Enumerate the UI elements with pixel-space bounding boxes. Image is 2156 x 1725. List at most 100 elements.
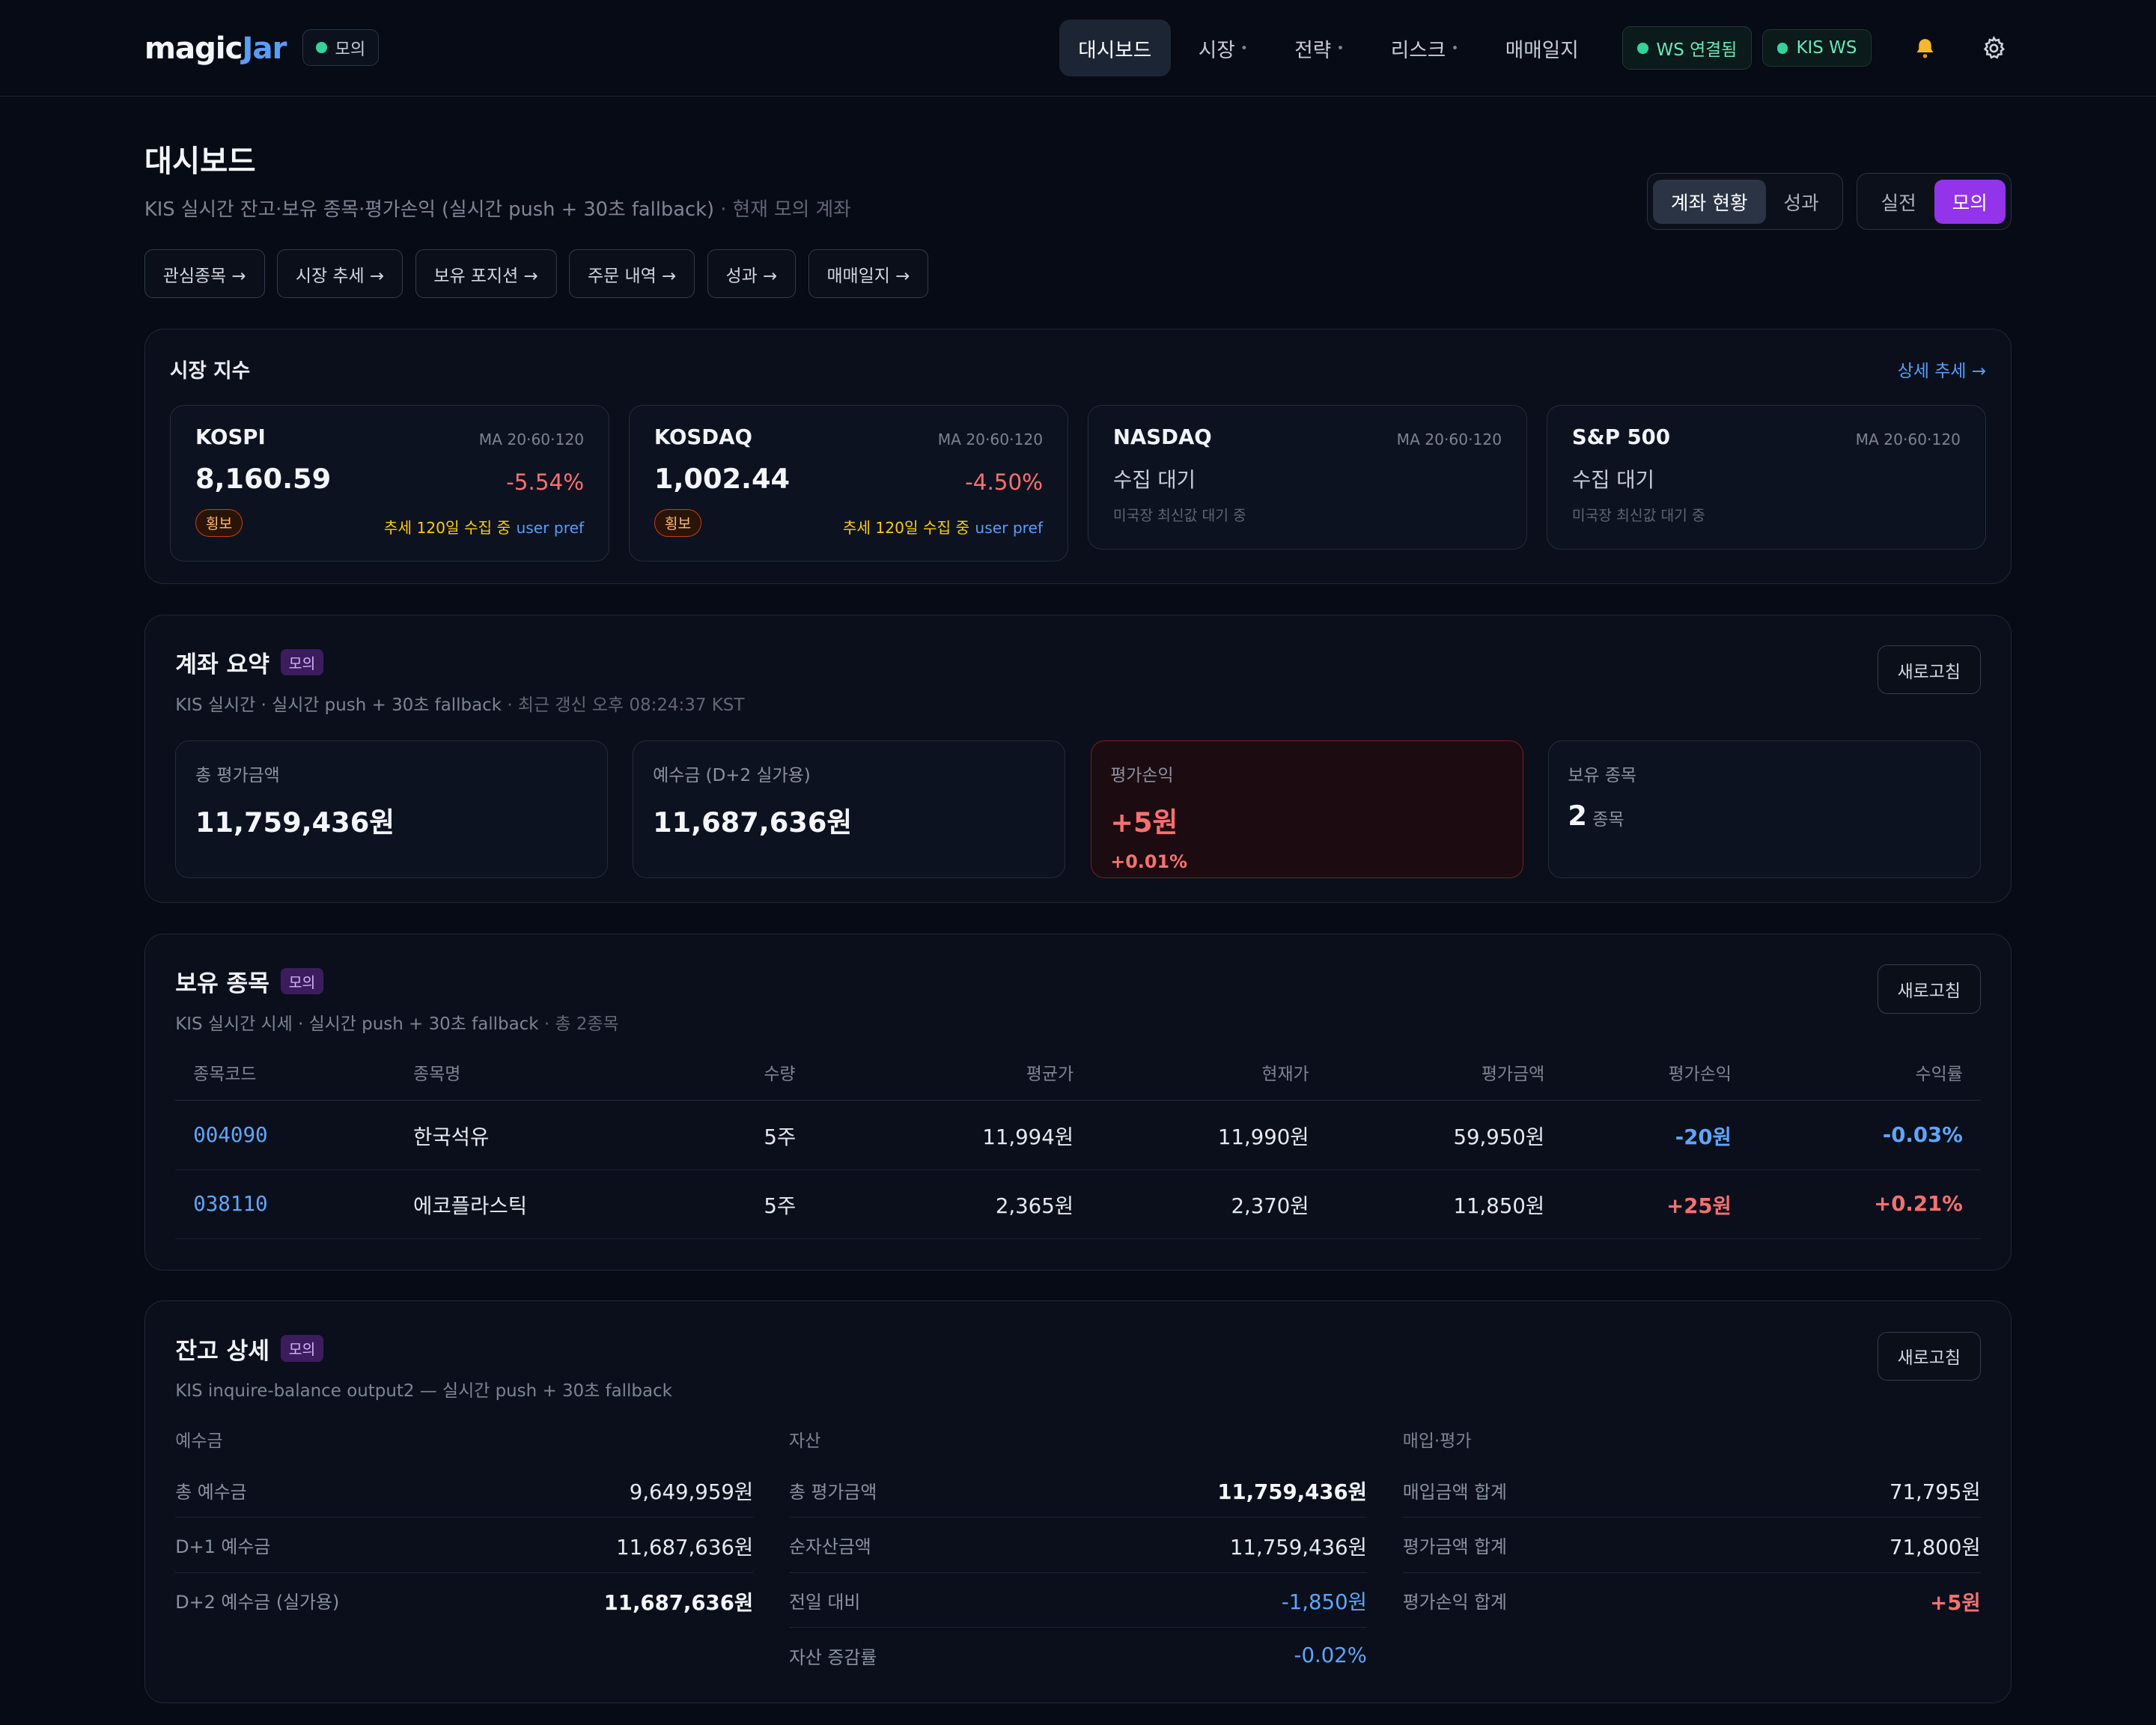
chevron-down-icon: • <box>1240 40 1248 55</box>
top-nav: magicJar 모의 대시보드 시장 • 전략 • 리스크 • 매매일지 WS 연결… <box>0 0 2156 97</box>
holdings-card: 보유 종목 모의 KIS 실시간 시세 · 실시간 push + 30초 fal… <box>144 933 2012 1271</box>
nav-item-dashboard[interactable]: 대시보드 <box>1059 19 1171 77</box>
trend-status: 추세 120일 수집 중 user pref <box>842 519 1044 538</box>
app-logo[interactable]: magicJar <box>144 29 287 66</box>
stock-name: 한국석유 <box>395 1100 746 1170</box>
current-price: 2,370원 <box>1091 1169 1327 1239</box>
stat-total-value: 총 평가금액 11,759,436원 <box>175 740 609 878</box>
column-header[interactable]: 수익률 <box>1749 1059 1981 1101</box>
quick-links: 관심종목 → 시장 추세 → 보유 포지션 → 주문 내역 → 성과 → 매매일… <box>144 249 2012 299</box>
section-subtitle: KIS inquire-balance output2 — 실시간 push +… <box>175 1381 672 1402</box>
table-row[interactable]: 038110 에코플라스틱 5주 2,365원 2,370원 11,850원 +… <box>175 1169 1981 1239</box>
trend-status: 추세 120일 수집 중 user pref <box>383 519 585 538</box>
nav-item-journal[interactable]: 매매일지 <box>1505 38 1579 62</box>
tab-performance[interactable]: 성과 <box>1783 192 1819 215</box>
mode-live-button[interactable]: 실전 <box>1881 192 1916 215</box>
holdings-table: 종목코드 종목명 수량 평균가 현재가 평가금액 평가손익 수익률 004090… <box>175 1059 1981 1239</box>
quick-link-performance[interactable]: 성과 → <box>707 249 797 299</box>
balance-row: D+2 예수금 (실가용) 11,687,636원 <box>175 1590 754 1615</box>
return-rate: -0.03% <box>1749 1100 1981 1170</box>
kis-ws-badge[interactable]: KIS WS <box>1762 29 1872 67</box>
quick-link-journal[interactable]: 매매일지 → <box>808 249 929 299</box>
column-header[interactable]: 수량 <box>746 1059 856 1101</box>
index-card-nasdaq[interactable]: NASDAQ MA 20·60·120 수집 대기 미국장 최신값 대기 중 <box>1087 405 1528 550</box>
balance-row: 전일 대비 -1,850원 <box>788 1573 1367 1628</box>
page-title: 대시보드 <box>144 142 256 179</box>
column-header[interactable]: 평균가 <box>856 1059 1091 1101</box>
header-toggles: 계좌 현황 성과 실전 모의 <box>1646 173 2012 231</box>
balance-group-deposit: 예수금 총 예수금 9,649,959원 D+1 예수금 11,687,636원 D… <box>175 1426 754 1683</box>
market-value: 11,850원 <box>1327 1169 1563 1239</box>
index-grid: KOSPI MA 20·60·120 8,160.59 -5.54% 횡보 추세… <box>169 405 1987 562</box>
index-name: S&P 500 <box>1571 425 1670 449</box>
status-dot-icon <box>315 42 327 54</box>
summary-grid: 총 평가금액 11,759,436원 예수금 (D+2 실가용) 11,687,… <box>175 740 1981 878</box>
mode-badge: 모의 <box>302 29 379 67</box>
section-subtitle: KIS 실시간 · 실시간 push + 30초 fallback · 최근 갱… <box>175 695 745 715</box>
index-note: 미국장 최신값 대기 중 <box>1571 506 1705 524</box>
return-rate: +0.21% <box>1749 1169 1981 1239</box>
index-note: 미국장 최신값 대기 중 <box>1112 506 1246 524</box>
balance-group-purchase: 매입·평가 매입금액 합계 71,795원 평가금액 합계 71,800원 평가손익… <box>1402 1426 1981 1683</box>
stock-code-link[interactable]: 004090 <box>175 1100 396 1170</box>
index-ma-label: MA 20·60·120 <box>1396 431 1502 449</box>
refresh-button[interactable]: 새로고침 <box>1877 964 1981 1014</box>
index-ma-label: MA 20·60·120 <box>1855 431 1961 449</box>
section-title: 계좌 요약 <box>175 651 270 679</box>
index-change: -5.54% <box>506 469 585 495</box>
ws-status-badge[interactable]: WS 연결됨 <box>1622 26 1752 70</box>
section-title: 잔고 상세 <box>175 1337 270 1365</box>
refresh-button[interactable]: 새로고침 <box>1877 1331 1981 1381</box>
gear-icon[interactable] <box>1976 30 2012 66</box>
balance-grid: 예수금 총 예수금 9,649,959원 D+1 예수금 11,687,636원 D… <box>175 1426 1981 1683</box>
nav-item-risk[interactable]: 리스크 • <box>1390 38 1459 62</box>
stat-deposit: 예수금 (D+2 실가용) 11,687,636원 <box>633 740 1066 878</box>
mode-tag: 모의 <box>280 1335 324 1362</box>
detail-trend-link[interactable]: 상세 추세 → <box>1897 362 1987 382</box>
balance-row: 매입금액 합계 71,795원 <box>1402 1463 1981 1518</box>
quantity: 5주 <box>746 1169 856 1239</box>
index-name: KOSDAQ <box>654 425 752 449</box>
tab-account-status[interactable]: 계좌 현황 <box>1653 179 1766 224</box>
column-header[interactable]: 평가금액 <box>1327 1059 1563 1101</box>
quick-link-orders[interactable]: 주문 내역 → <box>569 249 695 299</box>
balance-row: 순자산금액 11,759,436원 <box>788 1518 1367 1573</box>
table-row[interactable]: 004090 한국석유 5주 11,994원 11,990원 59,950원 -… <box>175 1100 1981 1170</box>
stock-code-link[interactable]: 038110 <box>175 1169 396 1239</box>
quick-link-watchlist[interactable]: 관심종목 → <box>144 249 265 299</box>
section-title: 보유 종목 <box>175 970 270 998</box>
quick-link-market-trend[interactable]: 시장 추세 → <box>277 249 403 299</box>
stat-pnl: 평가손익 +5원 +0.01% <box>1090 740 1523 878</box>
pnl-value: +25원 <box>1562 1169 1750 1239</box>
mode-paper-button[interactable]: 모의 <box>1934 179 2006 224</box>
trend-badge: 횡보 <box>195 508 243 537</box>
nav-item-strategy[interactable]: 전략 • <box>1294 38 1345 62</box>
status-dot-icon <box>1636 42 1648 54</box>
nav-item-market[interactable]: 시장 • <box>1198 38 1248 62</box>
mode-tag: 모의 <box>280 648 324 676</box>
index-value: 8,160.59 <box>195 463 332 496</box>
bell-icon[interactable] <box>1907 30 1943 66</box>
avg-price: 2,365원 <box>856 1169 1091 1239</box>
stock-name: 에코플라스틱 <box>395 1169 746 1239</box>
section-subtitle: KIS 실시간 시세 · 실시간 push + 30초 fallback · 총… <box>175 1014 619 1034</box>
column-header[interactable]: 종목명 <box>395 1059 746 1101</box>
column-header[interactable]: 현재가 <box>1091 1059 1327 1101</box>
balance-row: 총 평가금액 11,759,436원 <box>788 1463 1367 1518</box>
index-card-kosdaq[interactable]: KOSDAQ MA 20·60·120 1,002.44 -4.50% 횡보 추… <box>628 405 1069 562</box>
index-ma-label: MA 20·60·120 <box>478 431 585 449</box>
refresh-button[interactable]: 새로고침 <box>1877 645 1981 695</box>
column-header[interactable]: 평가손익 <box>1562 1059 1750 1101</box>
index-name: NASDAQ <box>1112 425 1212 449</box>
index-card-kospi[interactable]: KOSPI MA 20·60·120 8,160.59 -5.54% 횡보 추세… <box>169 405 610 562</box>
index-change: -4.50% <box>965 469 1044 495</box>
balance-row: 평가금액 합계 71,800원 <box>1402 1518 1981 1573</box>
stat-holdings-count: 보유 종목 2 종목 <box>1547 740 1981 878</box>
index-ma-label: MA 20·60·120 <box>937 431 1044 449</box>
table-header-row: 종목코드 종목명 수량 평균가 현재가 평가금액 평가손익 수익률 <box>175 1059 1981 1101</box>
index-card-sp500[interactable]: S&P 500 MA 20·60·120 수집 대기 미국장 최신값 대기 중 <box>1546 405 1987 550</box>
column-header[interactable]: 종목코드 <box>175 1059 396 1101</box>
balance-detail-card: 잔고 상세 모의 KIS inquire-balance output2 — 실… <box>144 1300 2012 1704</box>
balance-group-assets: 자산 총 평가금액 11,759,436원 순자산금액 11,759,436원 전일… <box>788 1426 1367 1683</box>
quick-link-positions[interactable]: 보유 포지션 → <box>415 249 557 299</box>
